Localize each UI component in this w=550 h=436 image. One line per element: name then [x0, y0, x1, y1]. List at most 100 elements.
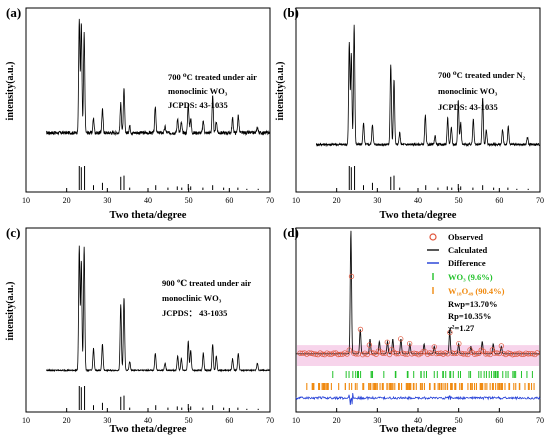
stat-rp: Rp=10.35% — [448, 311, 491, 321]
panel-b-annot-1: 700 ⁰C treated under N₂ — [438, 70, 526, 80]
panel-c-annot-2: monoclinic WO₃ — [162, 293, 222, 303]
panel-b-frame — [295, 7, 541, 193]
panel-a-label: (a) — [6, 5, 21, 20]
panel-d-ticks: 10 20 30 40 50 60 70 — [292, 408, 544, 425]
panel-b-traces — [315, 24, 541, 190]
observed-point-32 — [368, 349, 375, 356]
observed-point-60 — [431, 344, 437, 350]
x-tick-label-1-1: 20 — [333, 196, 341, 205]
x-tick-label-0-2: 30 — [103, 196, 111, 205]
x-tick-label-2-2: 30 — [103, 416, 111, 425]
x-tick-label-2-6: 70 — [266, 416, 274, 425]
xrd-trace-2 — [45, 245, 271, 373]
legend-wo3: WO₃ (9.6%) — [448, 272, 493, 282]
panel-a-xlabel: Two theta/degree — [110, 210, 187, 221]
observed-point-79 — [474, 351, 480, 357]
observed-point-55 — [420, 349, 426, 355]
difference-line — [295, 392, 541, 405]
panel-c-annot-1: 900 ℃ treated under air — [162, 278, 251, 288]
x-tick-label-3-4: 50 — [455, 416, 463, 425]
panel-a-frame — [25, 7, 271, 193]
observed-point-23 — [348, 273, 355, 280]
x-tick-label-2-5: 60 — [225, 416, 233, 425]
observed-point-90 — [498, 343, 505, 349]
panel-d-xlabel: Two theta/degree — [380, 424, 457, 435]
observed-point-27 — [357, 326, 364, 333]
x-tick-label-0-6: 70 — [266, 196, 274, 205]
observed-point-21 — [344, 351, 350, 357]
observed-point-71 — [456, 340, 462, 347]
x-tick-label-2-1: 20 — [63, 416, 71, 425]
xrd-trace-0 — [46, 18, 271, 137]
panel-d-label: (d) — [283, 225, 299, 240]
panel-b-xlabel: Two theta/degree — [380, 210, 457, 221]
observed-point-75 — [465, 351, 471, 358]
x-tick-label-3-3: 40 — [414, 416, 422, 425]
legend-observed-marker — [429, 233, 437, 241]
observed-point-88 — [494, 350, 500, 356]
panel-d: (d) 10 20 30 40 50 60 70 Two theta/degree Obse… — [283, 225, 544, 435]
panel-c-frame — [25, 227, 271, 413]
panel-d-traces — [295, 230, 541, 405]
panel-b-annot-2: monoclinic WO₃ — [438, 86, 498, 96]
observed-point-74 — [462, 351, 469, 357]
observed-point-106 — [534, 350, 540, 356]
stat-chi2: χ²=1.27 — [447, 323, 475, 333]
legend-difference: Difference — [448, 258, 486, 268]
panel-a-annot-2: monoclinic WO₃ — [168, 86, 228, 96]
observed-point-67 — [447, 329, 453, 336]
stat-rwp: Rwp=13.70% — [448, 299, 497, 309]
panel-c-label: (c) — [6, 225, 20, 240]
xrd-trace-1 — [315, 24, 541, 148]
observed-point-31 — [366, 342, 373, 348]
observed-point-58 — [427, 350, 433, 356]
x-tick-label-2-0: 10 — [22, 416, 30, 425]
panel-a-ticks: 10 20 30 40 50 60 70 — [22, 188, 274, 205]
panel-b-ylabel: intensity(a.u.) — [275, 62, 286, 121]
panel-a-annot-3: JCPDS: 43-1035 — [168, 100, 228, 110]
x-tick-label-3-0: 10 — [292, 416, 300, 425]
panel-b: (b) 10 20 30 40 50 60 70 intensity(a.u.) Two t… — [275, 5, 544, 221]
x-tick-label-1-6: 70 — [536, 196, 544, 205]
panel-b-annot-3: JCPDS: 43-1035 — [438, 102, 498, 112]
x-tick-label-0-0: 10 — [22, 196, 30, 205]
observed-point-39 — [384, 339, 390, 345]
x-tick-label-0-1: 20 — [63, 196, 71, 205]
x-tick-label-3-1: 20 — [333, 416, 341, 425]
observed-point-37 — [380, 350, 386, 356]
panel-a: (a) 10 20 30 40 50 60 70 intensity(a.u.) Two t… — [5, 5, 274, 221]
x-tick-label-3-6: 70 — [536, 416, 544, 425]
observed-point-65 — [442, 350, 449, 356]
panel-a-ylabel: intensity(a.u.) — [5, 62, 16, 121]
observed-point-49 — [407, 340, 413, 347]
x-tick-label-2-4: 50 — [185, 416, 193, 425]
observed-point-22 — [346, 347, 352, 353]
panel-d-legend: Observed Calculated Difference WO₃ (9.6%… — [427, 232, 505, 333]
panel-c-annot-3: JCPDS： 43-1035 — [162, 308, 227, 318]
observed-point-25 — [353, 351, 359, 357]
x-tick-label-1-3: 40 — [414, 196, 422, 205]
legend-w18o49: W₁₈O₄₉ (90.4%) — [448, 286, 505, 296]
x-tick-label-0-4: 50 — [185, 196, 193, 205]
observed-point-69 — [451, 350, 458, 357]
panel-c-ticks: 10 20 30 40 50 60 70 — [22, 408, 274, 425]
x-tick-label-1-0: 10 — [292, 196, 300, 205]
legend-observed: Observed — [448, 232, 483, 242]
legend-calculated: Calculated — [448, 245, 487, 255]
observed-point-84 — [485, 351, 491, 357]
observed-point-93 — [505, 350, 511, 356]
panel-b-ticks: 10 20 30 40 50 60 70 — [292, 188, 544, 205]
observed-point-30 — [364, 351, 370, 358]
x-tick-label-0-3: 40 — [144, 196, 152, 205]
panel-c-ylabel: intensity(a.u.) — [5, 282, 16, 341]
panel-c-xlabel: Two theta/degree — [110, 424, 187, 435]
panel-d-frame — [295, 227, 541, 413]
panel-c-traces — [45, 245, 271, 410]
observed-point-47 — [402, 351, 408, 357]
x-tick-label-3-5: 60 — [495, 416, 503, 425]
observed-point-45 — [398, 336, 404, 342]
observed-point-43 — [393, 351, 399, 357]
x-tick-label-1-2: 30 — [373, 196, 381, 205]
x-tick-label-0-5: 60 — [225, 196, 233, 205]
